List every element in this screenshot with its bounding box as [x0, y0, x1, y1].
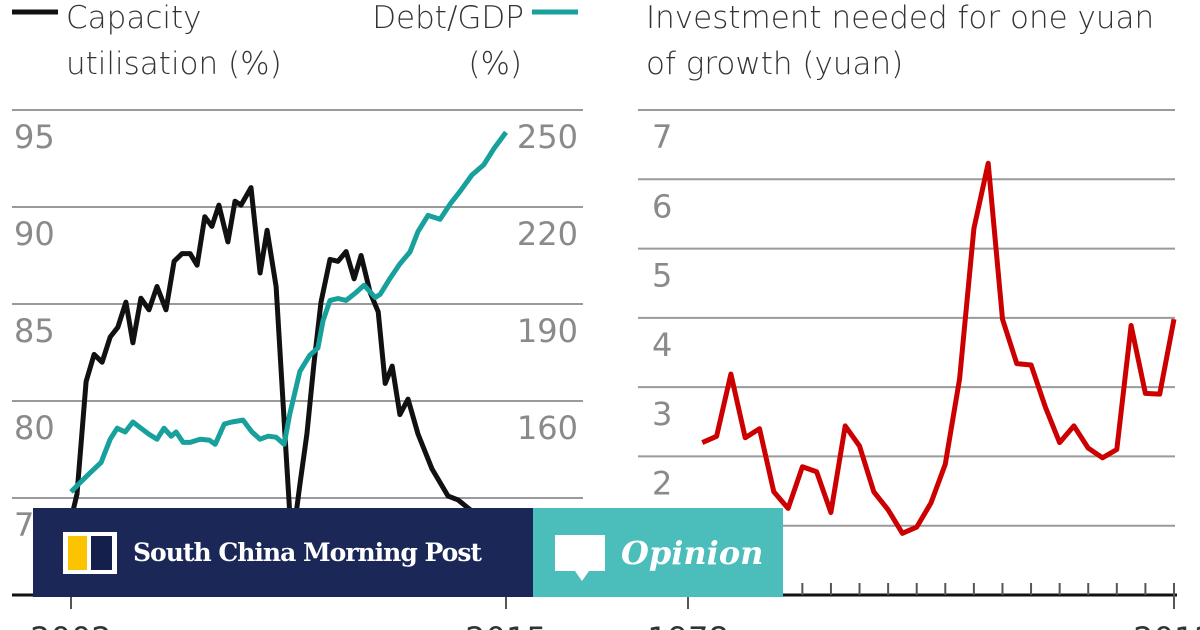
y-right-tick-label: 220: [517, 215, 578, 253]
right-title-line2: (%): [468, 46, 522, 82]
brand-block[interactable]: South China Morning Post: [33, 508, 533, 597]
y-right-tick-label: 160: [517, 409, 578, 447]
right-title-line1: Debt/GDP: [372, 0, 524, 36]
investment-per-yuan-line: [701, 160, 1177, 536]
y-right-tick-label: 250: [517, 118, 578, 156]
capacity-utilisation-line: [68, 185, 508, 549]
speech-bubble-icon: [555, 534, 605, 581]
x-tick-label: 2015: [465, 620, 546, 630]
brand-name: South China Morning Post: [133, 538, 482, 567]
y-tick-label: 5: [652, 257, 672, 295]
x-tick-label: 1978: [647, 620, 728, 630]
left-title-line2: utilisation (%): [66, 46, 282, 82]
y-left-tick-label: 85: [14, 312, 55, 350]
y-tick-label: 3: [652, 395, 672, 433]
left-title-line1: Capacity: [66, 0, 201, 36]
scmp-logo: [63, 531, 117, 574]
y-left-tick-label: 90: [14, 215, 55, 253]
y-tick-label: 7: [652, 118, 672, 156]
y-tick-label: 4: [652, 326, 672, 364]
opinion-block[interactable]: Opinion: [533, 508, 783, 597]
scmp-banner[interactable]: South China Morning Post Opinion: [33, 508, 783, 597]
section-label: Opinion: [621, 533, 764, 572]
x-tick-label: 2002: [30, 620, 111, 630]
x-tick-label: 2012: [1133, 620, 1200, 630]
y-tick-label: 2: [652, 464, 672, 502]
investment-title-line1: Investment needed for one yuan: [646, 0, 1154, 36]
debt-gdp-line: [69, 130, 509, 494]
y-right-tick-label: 190: [517, 312, 578, 350]
y-tick-label: 6: [652, 187, 672, 225]
y-left-tick-label: 80: [14, 409, 55, 447]
y-left-tick-label: 95: [14, 118, 55, 156]
investment-title-line2: of growth (yuan): [646, 46, 903, 82]
